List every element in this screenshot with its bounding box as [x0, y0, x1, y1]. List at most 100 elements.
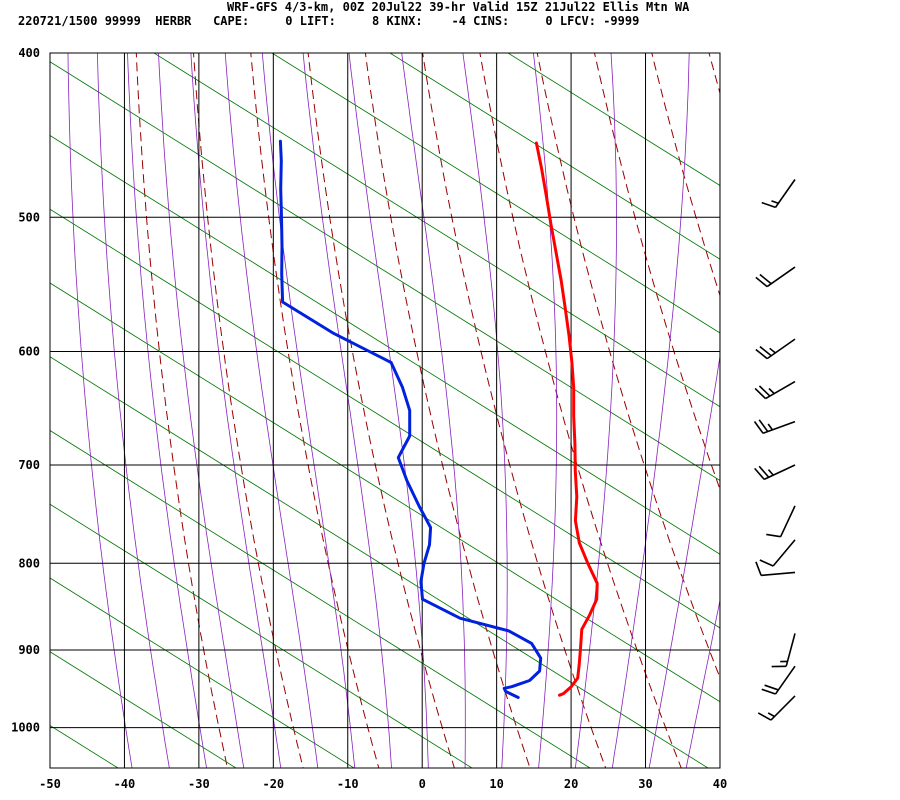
- wind-barb: [761, 665, 796, 695]
- moist-adiabat: [723, 34, 885, 770]
- chart-title: WRF-GFS 4/3-km, 00Z 20Jul22 39-hr Valid …: [227, 0, 690, 14]
- x-tick-label: -10: [337, 777, 359, 791]
- dry-adiabat: [708, 53, 720, 95]
- wind-barb: [754, 464, 796, 481]
- moist-adiabat: [760, 34, 900, 770]
- dry-adiabat: [818, 34, 900, 770]
- dry-adiabat: [364, 53, 531, 768]
- x-tick-label: -50: [39, 777, 61, 791]
- wind-barb: [753, 419, 796, 435]
- wind-barb: [759, 539, 796, 567]
- wind-barb: [757, 695, 796, 721]
- barb-feather: [766, 533, 781, 538]
- temperature-line: [534, 141, 599, 697]
- moist-adiabat: [302, 53, 392, 768]
- mixing-ratio-line: [507, 53, 720, 186]
- barb-feather: [764, 684, 779, 691]
- pressure-tick-label: 400: [18, 46, 40, 60]
- grid: [49, 52, 721, 768]
- moist-adiabat: [401, 53, 466, 768]
- wind-barb: [754, 380, 796, 400]
- moist-adiabat: [224, 53, 319, 768]
- barb-feather: [758, 419, 769, 433]
- mixing-ratio-line: [50, 577, 355, 768]
- barb-feather: [755, 276, 768, 288]
- x-tick-label: -30: [188, 777, 210, 791]
- moist-adiabat: [574, 53, 617, 768]
- moist-adiabat: [685, 598, 720, 768]
- station-indices-line: 220721/1500 99999 HERBR CAPE: 0 LIFT: 8 …: [18, 14, 640, 28]
- mixing-ratio-line: [50, 503, 473, 768]
- wind-barbs: [753, 179, 796, 721]
- wind-barb: [755, 266, 796, 288]
- pressure-tick-label: 900: [18, 643, 40, 657]
- mixing-ratio-line: [50, 651, 237, 768]
- pressure-tick-label: 1000: [11, 721, 40, 735]
- barb-staff: [770, 695, 796, 721]
- barb-half-feather: [771, 200, 779, 205]
- mixing-ratio-line: [153, 53, 720, 408]
- mixing-ratio-line: [50, 61, 720, 481]
- barb-half-feather: [768, 387, 775, 395]
- moist-adiabat: [648, 353, 720, 768]
- barb-feather: [758, 465, 770, 478]
- pressure-tick-label: 700: [18, 458, 40, 472]
- moist-adiabat: [611, 53, 690, 768]
- barb-feather: [755, 348, 768, 360]
- barb-feather: [761, 688, 776, 695]
- barb-staff: [763, 464, 796, 481]
- dry-adiabat: [593, 53, 720, 491]
- barb-feather: [754, 467, 765, 480]
- moist-adiabat: [462, 53, 508, 768]
- pressure-tick-label: 500: [18, 210, 40, 224]
- dry-adiabat: [761, 34, 900, 770]
- barb-staff: [772, 539, 796, 567]
- barb-staff: [766, 266, 796, 288]
- moist-adiabat: [158, 53, 245, 768]
- moist-adiabat: [190, 53, 282, 768]
- mixing-ratio-line: [50, 282, 720, 703]
- barb-staff: [774, 179, 796, 208]
- plot-frame: [49, 52, 721, 769]
- moist-adiabat: [96, 53, 170, 768]
- dry-adiabat: [307, 53, 455, 768]
- dry-adiabat: [250, 53, 380, 768]
- barb-feather: [757, 712, 772, 721]
- barb-feather: [754, 387, 767, 400]
- moist-adiabat: [348, 53, 429, 768]
- barb-feather: [759, 345, 772, 357]
- barb-half-feather: [769, 347, 776, 354]
- barb-feather: [753, 421, 764, 434]
- sounding-profiles: [278, 139, 599, 699]
- barb-staff: [765, 380, 796, 400]
- barb-staff: [766, 338, 796, 360]
- barb-feather: [758, 385, 771, 397]
- barb-feather: [755, 561, 762, 576]
- background-adiabats: [50, 34, 900, 770]
- x-tick-label: 10: [489, 777, 503, 791]
- moist-adiabat: [261, 53, 356, 768]
- dewpoint-line: [278, 139, 543, 699]
- x-tick-label: -40: [114, 777, 136, 791]
- dry-adiabat: [135, 53, 229, 768]
- axis-tick-labels: -50 -40 -30 -20 -10 0 10 20 30 40 400 500 600 700 800 9…: [11, 46, 727, 791]
- moist-adiabat: [127, 53, 207, 768]
- barb-feather: [761, 201, 776, 209]
- mixing-ratio-line: [50, 430, 591, 768]
- barb-staff: [761, 571, 796, 577]
- barb-staff: [779, 505, 796, 538]
- dry-adiabat: [192, 53, 304, 768]
- pressure-tick-label: 800: [18, 556, 40, 570]
- mixing-ratio-line: [271, 53, 720, 334]
- wind-barb: [755, 561, 796, 577]
- barb-staff: [785, 633, 796, 667]
- wind-barb: [755, 338, 796, 360]
- x-tick-label: 40: [713, 777, 727, 791]
- barb-half-feather: [767, 469, 774, 476]
- mixing-ratio-line: [389, 53, 720, 260]
- dry-adiabat: [651, 53, 720, 298]
- barb-feather: [759, 273, 772, 285]
- moist-adiabat: [67, 53, 133, 768]
- x-tick-label: 0: [419, 777, 426, 791]
- moist-adiabat: [797, 34, 900, 770]
